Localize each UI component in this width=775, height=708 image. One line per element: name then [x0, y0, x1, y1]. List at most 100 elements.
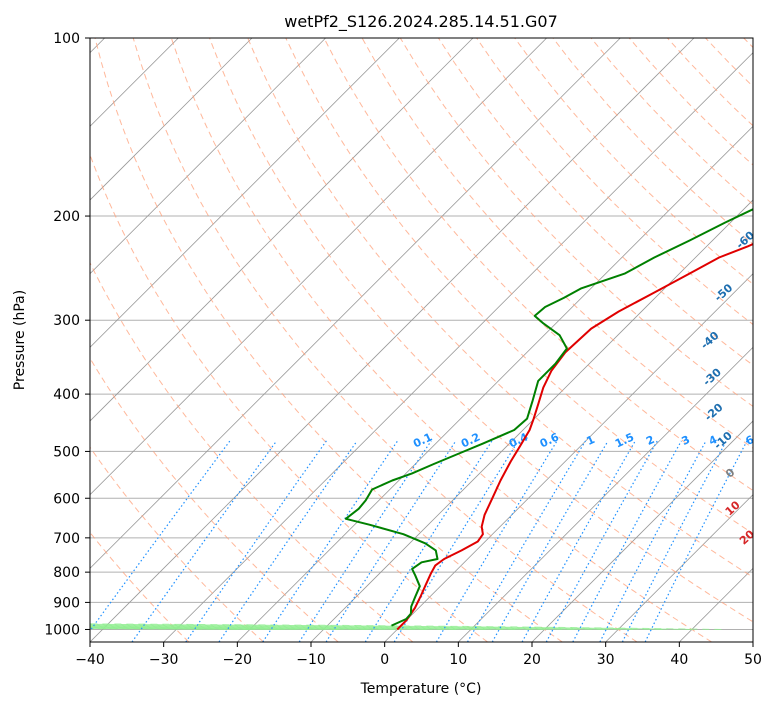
x-tick-label: 10 — [449, 652, 467, 668]
dry-adiabat — [437, 38, 753, 366]
y-tick-label: 1000 — [44, 622, 80, 638]
mixing-ratio-line — [491, 440, 609, 642]
moist-adiabat-label: 30 — [750, 558, 770, 578]
skewed-isotherms — [90, 38, 753, 642]
x-tick-label: −20 — [223, 652, 253, 668]
mixing-ratio-line — [364, 440, 493, 642]
y-tick-label: 800 — [53, 565, 80, 581]
mixing-ratio-line — [466, 440, 587, 642]
dry-adiabat — [90, 153, 488, 642]
y-tick-label: 300 — [53, 313, 80, 329]
isotherm-line — [90, 38, 400, 348]
moist-adiabats — [90, 623, 722, 630]
mixing-ratio-line — [521, 440, 636, 642]
dry-adiabat — [590, 38, 753, 206]
mixing-ratio-line — [185, 440, 327, 642]
mixing-ratio-line — [621, 440, 727, 642]
dry-adiabats — [90, 38, 753, 642]
temperature-line — [396, 242, 753, 631]
dry-adiabat-label: -30 — [700, 365, 724, 388]
dry-adiabat — [743, 38, 753, 49]
y-tick-label: 500 — [53, 444, 80, 460]
isotherm-line — [237, 125, 753, 642]
dry-adiabat — [132, 38, 638, 642]
mixing-ratio-line — [131, 440, 278, 642]
x-tick-label: 20 — [523, 652, 541, 668]
isotherm-line — [90, 38, 621, 569]
dry-adiabat — [209, 38, 753, 623]
mixing-ratio-label: 1.5 — [613, 430, 636, 450]
mixing-ratio-line — [545, 440, 658, 642]
mixing-ratio-line — [325, 440, 457, 642]
mixing-ratio-label: 6 — [744, 433, 757, 448]
dry-adiabat — [667, 38, 753, 127]
dry-adiabat — [323, 38, 753, 492]
dry-adiabat — [247, 38, 753, 578]
y-tick-label: 600 — [53, 491, 80, 507]
chart-title: wetPf2_S126.2024.285.14.51.G07 — [284, 12, 558, 32]
mixing-ratio-line — [262, 440, 399, 642]
y-axis-title: Pressure (hPa) — [12, 290, 28, 390]
y-tick-label: 400 — [53, 387, 80, 403]
isotherm-line — [90, 38, 474, 422]
x-axis-ticks: −40 −30 −20 −10 0 10 20 30 40 50 — [75, 642, 762, 668]
mixing-ratio-line — [218, 440, 358, 642]
mixing-ratio-label: 0.2 — [459, 430, 482, 450]
moist-adiabat — [90, 623, 722, 630]
mixing-ratio-label: 0.1 — [411, 430, 434, 450]
mixing-ratio-line — [90, 440, 231, 632]
x-tick-label: 40 — [670, 652, 688, 668]
x-tick-label: 30 — [597, 652, 615, 668]
dry-adiabat-label: -70 — [749, 180, 773, 203]
moist-adiabat — [90, 623, 692, 630]
dry-adiabat — [552, 38, 753, 245]
isotherm-line — [752, 641, 753, 642]
isotherm-line — [90, 38, 326, 275]
dewpoint-line — [344, 208, 753, 627]
y-tick-label: 100 — [53, 31, 80, 47]
dry-adiabat — [90, 357, 339, 642]
profile-series — [344, 208, 753, 631]
isotherm-line — [531, 420, 753, 642]
x-tick-label: 50 — [744, 652, 762, 668]
x-tick-label: −10 — [296, 652, 326, 668]
mixing-ratio-label: 8 — [772, 433, 775, 448]
mixing-ratio-label: 3 — [679, 433, 691, 448]
y-tick-label: 200 — [53, 209, 80, 225]
plot-area: -100-90-80-70-60-50-40-30-20-10010203040… — [90, 38, 775, 642]
mixing-ratio-line — [599, 440, 707, 642]
dry-adiabat-label: -20 — [702, 401, 726, 424]
moist-adiabat-label: 40 — [767, 588, 775, 608]
isotherm-line — [163, 52, 753, 642]
dry-adiabat-label: -80 — [770, 133, 775, 156]
y-tick-label: 900 — [53, 595, 80, 611]
y-tick-label: 700 — [53, 531, 80, 547]
dry-adiabat-label: -50 — [712, 281, 736, 304]
mixing-ratio-label: 1 — [584, 433, 596, 448]
x-tick-label: −30 — [149, 652, 179, 668]
dry-adiabat — [514, 38, 753, 285]
isotherm-line — [90, 38, 253, 201]
moist-adiabat — [90, 624, 633, 630]
dry-adiabat — [170, 38, 712, 642]
isotherm-line — [605, 494, 753, 642]
x-axis-title: Temperature (°C) — [360, 681, 482, 697]
dry-adiabat — [285, 38, 753, 535]
dry-adiabat — [94, 38, 563, 642]
isotherm-line — [679, 567, 753, 642]
moist-adiabat-label: 20 — [737, 527, 757, 547]
dry-adiabat — [476, 38, 753, 326]
x-tick-label: −40 — [75, 652, 105, 668]
mixing-ratio-line — [435, 440, 558, 642]
moist-adiabat — [90, 624, 604, 630]
dry-adiabat — [90, 531, 190, 642]
dry-adiabat — [90, 261, 414, 642]
mixing-ratio-line — [644, 440, 748, 642]
isotherm-line — [90, 38, 547, 496]
mixing-ratio-label: 0.6 — [538, 430, 561, 450]
plot-frame — [89, 37, 754, 643]
isotherm-line — [90, 38, 695, 642]
dry-adiabat-label: -40 — [698, 329, 722, 352]
dry-adiabat — [90, 446, 264, 642]
